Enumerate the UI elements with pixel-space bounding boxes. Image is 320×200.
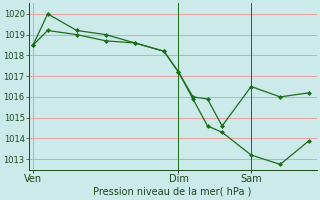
X-axis label: Pression niveau de la mer( hPa ): Pression niveau de la mer( hPa ) (93, 187, 252, 197)
